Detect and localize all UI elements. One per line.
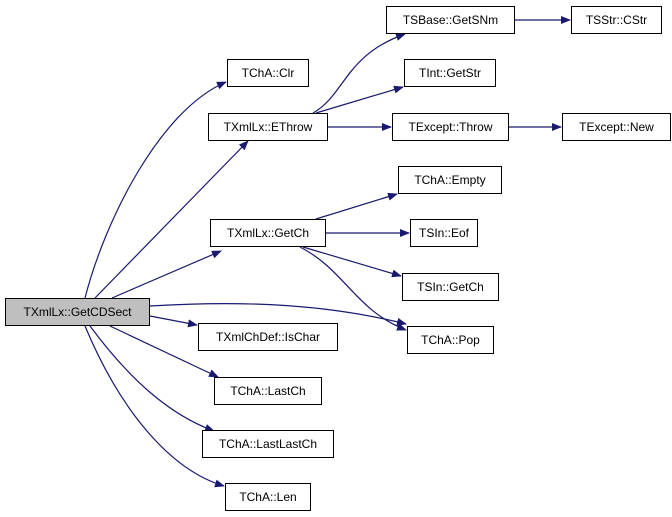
- edge-getch-to-empty: [315, 192, 398, 220]
- node-getsnm[interactable]: TSBase::GetSNm: [386, 6, 515, 34]
- node-ischar[interactable]: TXmlChDef::IsChar: [198, 323, 338, 351]
- edge-root-to-ischar: [149, 315, 198, 328]
- node-lastch[interactable]: TChA::LastCh: [214, 377, 322, 405]
- node-getch[interactable]: TXmlLx::GetCh: [210, 219, 326, 247]
- edge-getch-to-pop: [299, 246, 407, 331]
- node-lastlastch[interactable]: TChA::LastLastCh: [202, 430, 334, 458]
- edge-getch-to-singetch: [302, 246, 402, 278]
- node-empty[interactable]: TChA::Empty: [398, 166, 502, 194]
- edge-root-to-len: [84, 325, 225, 488]
- node-root: TXmlLx::GetCDSect: [5, 298, 150, 326]
- node-singetch[interactable]: TSIn::GetCh: [402, 273, 499, 301]
- edge-root-to-lastlastch: [89, 325, 215, 432]
- node-len[interactable]: TChA::Len: [225, 483, 311, 511]
- edge-root-to-clr: [84, 81, 227, 299]
- edge-root-to-getch: [111, 250, 222, 299]
- edge-root-to-pop: [149, 303, 407, 326]
- node-new[interactable]: TExcept::New: [562, 113, 671, 141]
- node-cstr[interactable]: TSStr::CStr: [571, 6, 662, 34]
- node-eof[interactable]: TSIn::Eof: [410, 219, 478, 247]
- edge-ethrow-to-getsnm: [312, 33, 406, 114]
- edge-root-to-lastch: [109, 325, 219, 378]
- node-throw[interactable]: TExcept::Throw: [392, 113, 509, 141]
- node-pop[interactable]: TChA::Pop: [407, 326, 494, 354]
- node-clr[interactable]: TChA::Clr: [227, 59, 309, 87]
- node-ethrow[interactable]: TXmlLx::EThrow: [208, 113, 328, 141]
- edge-ethrow-to-getstr: [315, 85, 404, 114]
- edge-root-to-ethrow: [94, 140, 249, 299]
- node-getstr[interactable]: TInt::GetStr: [404, 59, 496, 87]
